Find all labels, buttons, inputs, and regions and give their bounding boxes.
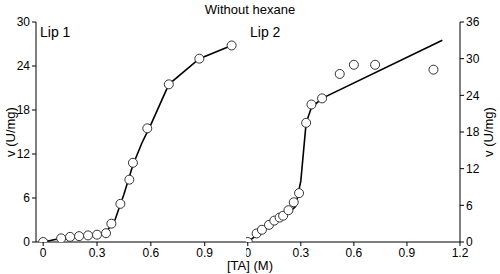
svg-text:0: 0: [23, 235, 30, 249]
svg-text:0.3: 0.3: [292, 246, 309, 258]
svg-text:36: 36: [466, 15, 480, 29]
svg-text:0: 0: [40, 246, 47, 258]
svg-text:12: 12: [466, 162, 480, 176]
html-text:v (U/mg): v (U/mg): [2, 107, 18, 157]
svg-text:0: 0: [466, 235, 473, 249]
svg-text:0.3: 0.3: [89, 246, 106, 258]
svg-text:30: 30: [466, 52, 480, 66]
svg-text:24: 24: [466, 89, 480, 103]
svg-text:0.6: 0.6: [346, 246, 363, 258]
html-text:v (U/mg): v (U/mg): [480, 107, 496, 157]
svg-text:0.9: 0.9: [196, 246, 213, 258]
html-text:Without hexane: Without hexane: [204, 2, 296, 17]
html-text:[TA] (M): [TA] (M): [227, 258, 273, 273]
svg-text:30: 30: [17, 15, 31, 29]
svg-text:18: 18: [466, 125, 480, 139]
svg-text:6: 6: [466, 199, 473, 213]
svg-text:6: 6: [23, 191, 30, 205]
svg-text:24: 24: [17, 59, 31, 73]
html-text:Lip 1: Lip 1: [40, 24, 71, 40]
svg-text:18: 18: [17, 103, 31, 117]
svg-text:0.6: 0.6: [143, 246, 160, 258]
html-text:Lip 2: Lip 2: [250, 24, 281, 40]
svg-text:0: 0: [246, 246, 251, 258]
svg-text:0.9: 0.9: [399, 246, 416, 258]
svg-text:12: 12: [17, 147, 31, 161]
